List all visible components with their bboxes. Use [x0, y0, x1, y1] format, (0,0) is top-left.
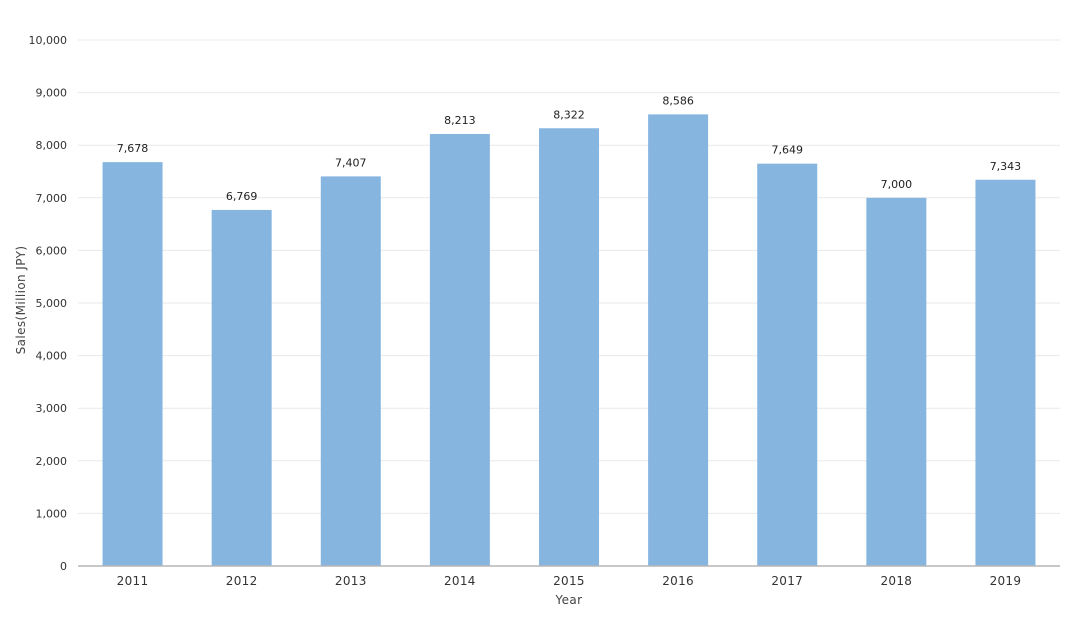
x-tick-label-2014: 2014 — [444, 574, 476, 588]
bar-2013[interactable] — [320, 176, 381, 567]
y-tick-label: 3,000 — [36, 402, 68, 415]
y-tick-label: 10,000 — [29, 34, 68, 47]
bar-2019[interactable] — [975, 179, 1036, 567]
y-tick-label: 6,000 — [36, 244, 68, 257]
y-axis-ticks: 0 1,000 2,000 3,000 4,000 5,000 6,000 7,000 8,00… — [29, 34, 68, 573]
x-tick-label-2015: 2015 — [553, 574, 585, 588]
y-tick-label: 0 — [60, 560, 67, 573]
data-label-2011: 7,678 — [117, 142, 149, 155]
bar-2016[interactable] — [648, 114, 709, 566]
data-label-2012: 6,769 — [226, 190, 258, 203]
bar-2017[interactable] — [757, 163, 818, 566]
bar-2012[interactable] — [211, 209, 272, 566]
x-tick-label-2017: 2017 — [771, 574, 803, 588]
x-tick-label-2019: 2019 — [990, 574, 1022, 588]
data-label-2017: 7,649 — [771, 144, 803, 157]
x-tick-label-2011: 2011 — [117, 574, 149, 588]
bar-2011[interactable] — [102, 162, 163, 566]
x-tick-label-2018: 2018 — [880, 574, 912, 588]
data-label-2016: 8,586 — [662, 94, 694, 107]
bar-2014[interactable] — [429, 133, 490, 566]
data-label-2015: 8,322 — [553, 108, 585, 121]
x-tick-label-2016: 2016 — [662, 574, 694, 588]
x-axis-title: Year — [554, 593, 582, 607]
bars — [102, 114, 1036, 567]
x-tick-label-2012: 2012 — [226, 574, 258, 588]
y-tick-label: 5,000 — [36, 297, 68, 310]
y-axis-title: Sales(Million JPY) — [14, 246, 28, 355]
bar-2015[interactable] — [539, 128, 599, 566]
data-label-2013: 7,407 — [335, 156, 367, 169]
y-tick-label: 7,000 — [36, 192, 68, 205]
x-axis-ticks: 2011 2012 2013 2014 2015 2016 2017 2018 2019 — [117, 574, 1022, 588]
y-tick-label: 2,000 — [36, 455, 68, 468]
data-label-2018: 7,000 — [881, 178, 913, 191]
y-tick-label: 8,000 — [36, 139, 68, 152]
y-tick-label: 4,000 — [36, 350, 68, 363]
data-label-2014: 8,213 — [444, 114, 476, 127]
y-tick-label: 9,000 — [36, 87, 68, 100]
data-labels: 7,678 6,769 7,407 8,213 8,322 8,586 7,649 7,000… — [117, 94, 1021, 203]
x-tick-label-2013: 2013 — [335, 574, 367, 588]
bar-2018[interactable] — [866, 197, 927, 567]
data-label-2019: 7,343 — [990, 160, 1022, 173]
y-tick-label: 1,000 — [36, 507, 68, 520]
